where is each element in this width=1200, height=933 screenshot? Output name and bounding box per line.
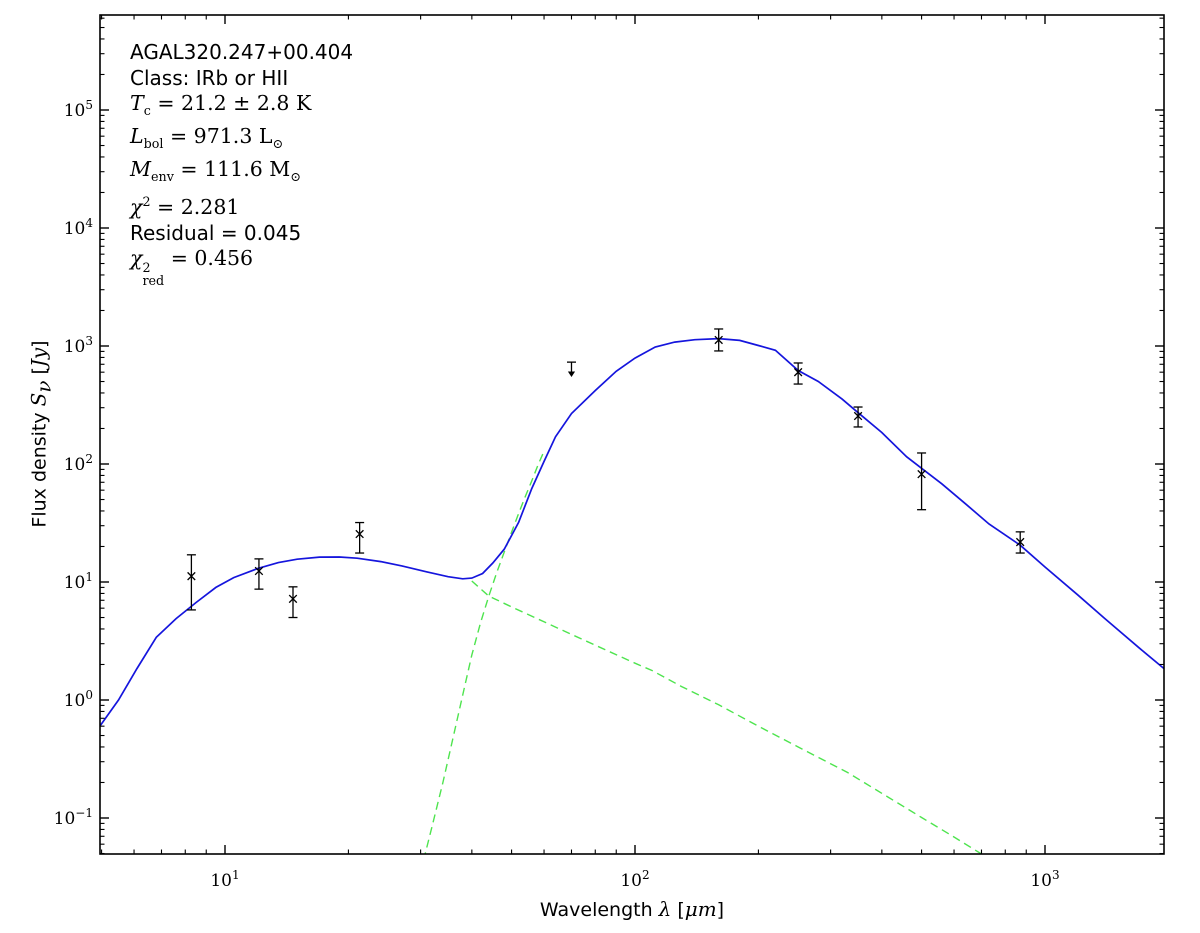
- text-segment: = 2.281: [150, 195, 240, 220]
- annotation-line: Lbol = 971.3 L⊙: [130, 124, 353, 157]
- tick-label: 101: [64, 570, 93, 593]
- annotation-line: χ2 = 2.281: [130, 189, 353, 220]
- text-segment: Wavelength: [539, 899, 659, 921]
- text-segment: Residual = 0.045: [130, 220, 302, 245]
- tick-label: 100: [64, 688, 93, 711]
- text-segment: ν: [31, 380, 56, 393]
- tick-label: 105: [64, 98, 93, 121]
- text-segment: = 971.3 L: [163, 123, 273, 148]
- tick-label: 102: [64, 452, 93, 475]
- data-point: [1015, 531, 1025, 554]
- tick-label: 10−1: [54, 806, 93, 829]
- text-segment: T: [130, 91, 144, 116]
- text-segment: = 21.2 ± 2.8 K: [150, 91, 312, 116]
- text-segment: ]: [716, 899, 725, 921]
- text-segment: c: [143, 103, 151, 119]
- upper-limit-marker: [566, 361, 576, 378]
- cold-dust-component-curve: [424, 451, 545, 854]
- data-point: [917, 452, 927, 511]
- tick-label: 103: [64, 334, 93, 357]
- text-segment: χ: [130, 246, 143, 271]
- tick-labels: 101 102 103 10−1 100 101 102 103 104 105: [54, 98, 1060, 891]
- annotation-line: Menv = 111.6 M⊙: [130, 157, 353, 190]
- annotation-line: Tc = 21.2 ± 2.8 K: [130, 91, 353, 124]
- text-segment: = 0.456: [164, 246, 254, 271]
- text-segment: ⊙: [272, 135, 284, 151]
- text-segment: ⊙: [290, 168, 301, 184]
- tick-label: 103: [1030, 868, 1059, 891]
- text-segment: Jy: [26, 347, 51, 368]
- tick-label: 104: [64, 216, 94, 239]
- text-segment: M: [130, 156, 151, 181]
- text-segment: Flux density: [28, 406, 51, 528]
- model-curves: [100, 337, 1164, 854]
- text-segment: 2 red: [142, 260, 165, 289]
- text-segment: λ: [658, 897, 672, 921]
- data-points: [186, 328, 1025, 619]
- text-segment: μm: [684, 897, 717, 921]
- data-point: [714, 328, 724, 352]
- tick-label: 102: [620, 868, 649, 891]
- total-model-fit-curve: [100, 337, 1164, 727]
- annotation-line: Residual = 0.045: [130, 221, 353, 247]
- x-axis-label: Wavelength λ [μm]: [540, 897, 724, 921]
- data-point: [288, 586, 298, 619]
- data-point: [355, 521, 365, 554]
- text-segment: ]: [28, 340, 51, 348]
- tick-label: 101: [210, 868, 239, 891]
- data-point: [853, 406, 863, 428]
- text-segment: [: [28, 367, 51, 381]
- text-segment: Class: IRb or HII: [130, 65, 289, 90]
- text-segment: χ: [130, 195, 143, 220]
- text-segment: = 111.6 M: [173, 156, 291, 181]
- data-point: [254, 558, 264, 590]
- annotation-line: AGAL320.247+00.404: [130, 40, 353, 66]
- data-point: [793, 362, 803, 385]
- annotation-line: χ 2 red = 0.456: [130, 246, 353, 288]
- text-segment: S: [26, 392, 51, 407]
- text-segment: L: [130, 123, 144, 148]
- text-segment: env: [151, 168, 174, 184]
- plot-frame: [99, 14, 1165, 855]
- y-axis-label: Flux density Sν [Jy]: [27, 340, 56, 527]
- data-point: [186, 554, 196, 611]
- text-segment: AGAL320.247+00.404: [130, 40, 354, 64]
- warm-component-curve: [471, 580, 982, 854]
- annotation-line: Class: IRb or HII: [130, 66, 353, 92]
- fit-parameters-annotation: AGAL320.247+00.404 Class: IRb or HII Tc = …: [130, 40, 353, 288]
- text-segment: 2: [142, 194, 151, 210]
- text-segment: [: [671, 899, 685, 921]
- text-segment: bol: [143, 135, 164, 151]
